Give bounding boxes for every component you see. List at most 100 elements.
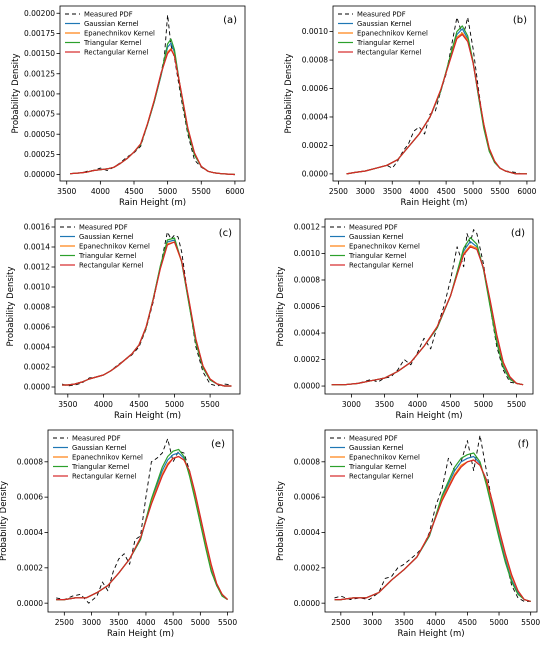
legend-label: Epanechnikov Kernel [357,30,428,38]
series-line-rectangular-kernel [346,33,527,175]
x-tick-label: 5500 [201,400,220,409]
legend-label: Gaussian Kernel [357,20,412,28]
x-tick-label: 3000 [342,400,361,409]
y-tick-label: 0.0008 [294,457,320,466]
x-tick-label: 4000 [94,400,113,409]
x-tick-label: 5500 [218,618,237,627]
x-tick-label: 2500 [55,618,74,627]
axes-frame [59,5,246,182]
y-tick-label: 0.0010 [294,249,320,258]
legend-label: Epanechnikov Kernel [349,243,420,251]
axes-frame [332,5,536,182]
x-tick-label: 2500 [329,187,348,196]
y-tick-label: 0.0014 [24,243,50,252]
legend-label: Measured PDF [349,224,398,232]
y-axis-label: Probability Density [6,267,16,347]
y-tick-label: 0.0004 [24,343,50,352]
y-tick-label: 0.0006 [294,493,320,502]
series-line-measured-pdf [331,229,524,386]
x-tick-label: 4000 [408,400,427,409]
panel-label: (d) [511,228,525,239]
y-tick-label: 0.00025 [24,150,55,159]
x-tick-label: 4000 [426,618,445,627]
y-tick-label: 0.0002 [294,355,320,364]
y-axis-label: Probability Density [284,54,294,134]
series-line-triangular-kernel [62,237,232,387]
y-axis-label: Probability Density [276,267,286,347]
panel-label: (a) [223,15,237,26]
chart-panel-2: 2500 3000 3500 4000 4500 5000 5500 6000 0.0000 0.… [284,5,537,208]
x-tick-label: 4000 [91,187,110,196]
legend-label: Rectangular Kernel [349,262,414,270]
x-tick-label: 3000 [82,618,101,627]
y-tick-label: 0.0006 [302,84,328,93]
x-tick-label: 5000 [165,400,184,409]
y-axis-label: Probability Density [276,481,286,561]
x-tick-label: 3000 [363,618,382,627]
axes-frame [47,429,234,613]
chart-panel-6: 2500 3000 3500 4000 4500 5000 5500 0.0000 0.0002… [276,429,540,639]
legend-label: Gaussian Kernel [79,233,134,241]
x-tick-label: 5000 [158,187,177,196]
x-axis-label: Rain Height (m) [395,411,462,421]
y-tick-label: 0.00150 [24,49,55,58]
series-line-rectangular-kernel [331,246,524,386]
series-line-epanechnikov-kernel [70,48,235,176]
x-axis-label: Rain Height (m) [107,629,174,639]
legend-label: Triangular Kernel [78,252,136,260]
legend-label: Epanechnikov Kernel [349,454,420,462]
x-tick-label: 3500 [57,187,76,196]
y-tick-label: 0.0008 [24,303,50,312]
legend-label: Measured PDF [79,224,128,232]
legend-label: Triangular Kernel [348,463,406,471]
y-tick-label: 0.0008 [302,56,328,65]
y-tick-label: 0.0004 [17,528,43,537]
y-tick-label: 0.0004 [302,113,328,122]
x-tick-label: 6000 [225,187,244,196]
x-tick-label: 4500 [458,618,477,627]
x-tick-label: 4000 [410,187,429,196]
legend-label: Rectangular Kernel [79,262,144,270]
y-tick-label: 0.0002 [302,141,328,150]
x-tick-label: 3500 [109,618,128,627]
x-tick-label: 4500 [437,187,456,196]
y-tick-label: 0.0010 [302,27,328,36]
x-tick-label: 5500 [490,187,509,196]
x-tick-label: 5500 [521,618,540,627]
x-tick-label: 6000 [517,187,536,196]
panel-label: (c) [219,228,232,239]
legend-label: Gaussian Kernel [72,444,127,452]
y-tick-label: 0.0010 [24,283,50,292]
legend-label: Measured PDF [84,11,133,19]
series-line-epanechnikov-kernel [334,459,531,602]
y-tick-label: 0.0008 [294,276,320,285]
legend-label: Gaussian Kernel [349,233,404,241]
y-tick-label: 0.00100 [24,90,55,99]
x-tick-label: 5000 [474,400,493,409]
legend-label: Triangular Kernel [356,39,414,47]
y-tick-label: 0.00000 [24,170,55,179]
legend-label: Gaussian Kernel [349,444,404,452]
y-tick-label: 0.0012 [24,263,50,272]
y-axis-label: Probability Density [11,54,21,134]
axes-frame [54,218,241,395]
panel-label: (b) [513,15,527,26]
y-tick-label: 0.00175 [24,29,55,38]
legend-label: Epanechnikov Kernel [72,454,143,462]
y-tick-label: 0.0016 [24,223,50,232]
legend-label: Epanechnikov Kernel [79,243,150,251]
x-tick-label: 3500 [58,400,77,409]
x-tick-label: 5500 [192,187,211,196]
legend-label: Rectangular Kernel [72,473,137,481]
y-tick-label: 0.0002 [294,563,320,572]
panel-label: (f) [518,439,529,450]
y-tick-label: 0.0000 [24,383,50,392]
y-tick-label: 0.0012 [294,223,320,232]
legend-label: Gaussian Kernel [84,20,139,28]
